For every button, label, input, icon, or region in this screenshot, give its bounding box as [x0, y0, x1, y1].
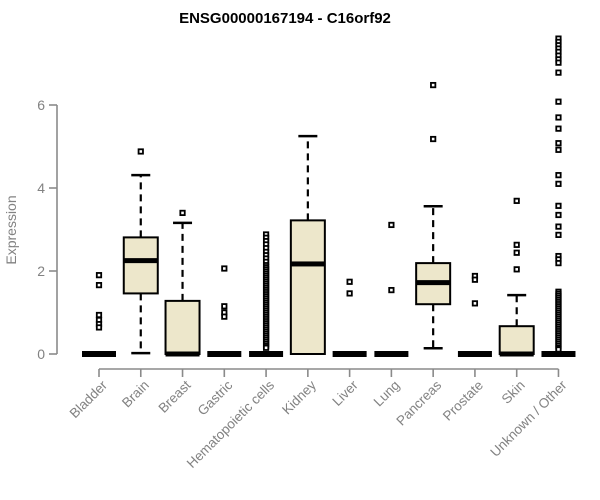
outlier-point-unknown-other — [555, 202, 562, 209]
collapsed-box-lung — [374, 351, 409, 357]
outlier-point-liver — [346, 290, 353, 297]
box-brain — [122, 236, 159, 295]
outlier-point-unknown-other — [555, 211, 562, 219]
outlier-point-gastric — [221, 313, 228, 320]
outlier-point-hematopoietic-cells — [262, 344, 270, 351]
median-line-breast — [165, 351, 200, 357]
median-line-pancreas — [416, 280, 451, 286]
outlier-point-unknown-other — [555, 260, 562, 267]
outlier-point-lung — [388, 286, 395, 294]
collapsed-box-prostate — [457, 351, 492, 357]
x-tick-label-prostate: Prostate — [440, 378, 486, 424]
outlier-point-lung — [388, 221, 395, 229]
outlier-point-gastric — [221, 303, 228, 310]
box-skin — [498, 325, 535, 356]
outlier-point-bladder — [95, 272, 103, 279]
box-breast — [164, 299, 201, 356]
x-tick-label-gastric: Gastric — [195, 377, 236, 418]
boxes-layer — [82, 134, 576, 357]
outlier-point-unknown-other — [555, 172, 562, 179]
outlier-point-unknown-other — [555, 59, 562, 66]
chart-title: ENSG00000167194 - C16orf92 — [179, 10, 391, 27]
y-tick-label-0: 0 — [37, 346, 45, 362]
x-tick-label-lung: Lung — [371, 378, 403, 410]
outlier-point-skin — [513, 197, 520, 204]
collapsed-box-unknown-other — [541, 351, 576, 357]
median-line-skin — [499, 351, 534, 357]
outlier-point-prostate — [471, 276, 479, 283]
outlier-point-unknown-other — [555, 346, 562, 353]
outlier-point-unknown-other — [555, 231, 562, 238]
box-kidney — [289, 219, 326, 355]
y-tick-label-2: 2 — [37, 263, 45, 279]
x-tick-label-brain: Brain — [119, 378, 152, 411]
x-tick-label-unknown-other: Unknown / Other — [487, 377, 570, 460]
outlier-point-unknown-other — [555, 114, 562, 121]
collapsed-box-liver — [332, 351, 367, 357]
outlier-point-unknown-other — [555, 140, 562, 147]
x-tick-label-pancreas: Pancreas — [393, 377, 444, 428]
median-line-brain — [123, 258, 158, 264]
outlier-point-skin — [513, 249, 520, 256]
outlier-point-unknown-other — [555, 180, 562, 187]
x-tick-label-bladder: Bladder — [67, 377, 111, 421]
x-tick-label-breast: Breast — [155, 377, 193, 415]
outlier-point-prostate — [471, 300, 479, 307]
outlier-point-bladder — [95, 324, 103, 331]
y-tick-label-6: 6 — [37, 97, 45, 113]
outlier-point-bladder — [95, 282, 103, 289]
outlier-point-unknown-other — [555, 125, 562, 132]
collapsed-box-hematopoietic-cells — [249, 351, 284, 357]
outlier-point-bladder — [95, 311, 103, 319]
collapsed-box-bladder — [82, 351, 116, 357]
median-line-kidney — [290, 261, 325, 267]
outlier-point-pancreas — [430, 135, 437, 143]
outlier-point-brain — [137, 148, 144, 155]
outlier-point-liver — [346, 278, 353, 285]
outlier-point-skin — [513, 266, 520, 273]
outliers-layer — [95, 35, 562, 353]
y-axis-label: Expression — [3, 195, 19, 264]
outlier-point-unknown-other — [555, 146, 562, 153]
outlier-point-pancreas — [430, 81, 437, 89]
outlier-point-unknown-other — [555, 223, 562, 230]
collapsed-box-gastric — [207, 351, 242, 357]
x-tick-label-liver: Liver — [329, 377, 361, 409]
outlier-point-skin — [513, 241, 520, 248]
outlier-point-gastric — [221, 265, 228, 272]
x-tick-label-skin: Skin — [499, 378, 528, 407]
y-tick-label-4: 4 — [37, 180, 45, 196]
outlier-point-breast — [179, 209, 186, 216]
outlier-point-unknown-other — [555, 98, 562, 105]
x-tick-label-kidney: Kidney — [279, 377, 319, 417]
outlier-point-unknown-other — [555, 69, 562, 76]
